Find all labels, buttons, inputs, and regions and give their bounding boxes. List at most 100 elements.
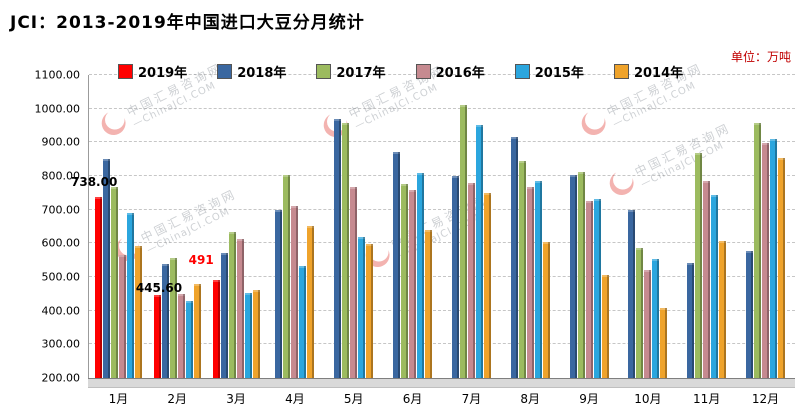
bar-group-5月 xyxy=(324,75,383,378)
bar-2019年-1月 xyxy=(94,196,102,378)
x-tick-label-7月: 7月 xyxy=(461,392,482,406)
bar-2018年-4月 xyxy=(275,209,283,378)
bar-2016年-4月 xyxy=(291,206,299,378)
chart-legend: 2019年 2018年 2017年 2016年 2015年 2014年 xyxy=(118,62,683,81)
legend-label: 2018年 xyxy=(237,66,287,81)
bar-group-7月 xyxy=(442,75,501,378)
bar-2017年-8月 xyxy=(518,160,526,378)
bar-2015年-5月 xyxy=(358,237,366,378)
watermark: 中国汇易咨询网 —ChinaJCI.COM xyxy=(576,58,711,144)
bar-2016年-11月 xyxy=(703,180,711,378)
bar-2015年-2月 xyxy=(185,301,193,378)
legend-item-2019年: 2019年 xyxy=(118,62,187,81)
x-tick-label-9月: 9月 xyxy=(579,392,599,406)
bar-2018年-11月 xyxy=(687,262,695,378)
bar-2016年-8月 xyxy=(526,186,534,378)
bar-group-6月 xyxy=(383,75,442,378)
gridline xyxy=(89,74,795,75)
bar-2016年-2月 xyxy=(177,293,185,378)
y-tick-label: 500.00 xyxy=(41,270,81,284)
bar-2017年-7月 xyxy=(459,105,467,378)
bar-group-11月 xyxy=(677,75,736,378)
bar-2016年-6月 xyxy=(409,190,417,378)
legend-item-2018年: 2018年 xyxy=(217,62,286,81)
legend-swatch-icon xyxy=(217,64,233,79)
bar-2016年-3月 xyxy=(236,239,244,378)
bar-2017年-1月 xyxy=(110,186,118,378)
bar-series-area: 738.00 445.60 491 xyxy=(71,75,795,378)
bar-2019年-2月 xyxy=(153,295,161,378)
y-tick-label: 900.00 xyxy=(41,135,81,149)
bar-group-10月 xyxy=(618,75,677,378)
bar-2017年-4月 xyxy=(283,175,291,378)
bar-2016年-7月 xyxy=(467,183,475,378)
legend-item-2017年: 2017年 xyxy=(316,62,386,81)
legend-label: 2017年 xyxy=(336,66,386,81)
bar-2017年-12月 xyxy=(754,123,762,378)
y-tick-label: 1000.00 xyxy=(34,102,81,116)
gridline xyxy=(89,309,795,311)
y-tick-label: 600.00 xyxy=(41,236,81,250)
plot-area: 738.00 445.60 491 xyxy=(71,74,795,378)
bar-2015年-12月 xyxy=(770,138,778,378)
bar-group-3月: 491 xyxy=(189,75,266,378)
bar-2014年-10月 xyxy=(660,307,668,378)
x-tick-label-5月: 5月 xyxy=(343,392,364,406)
chart-title: JCI：2013-2019年中国进口大豆分月统计 xyxy=(10,13,365,33)
bar-2014年-1月 xyxy=(134,246,142,378)
legend-label: 2019年 xyxy=(138,66,188,81)
data-label: 445.60 xyxy=(135,281,183,296)
legend-swatch-icon xyxy=(514,64,530,79)
bar-2014年-11月 xyxy=(719,240,727,378)
bar-2016年-9月 xyxy=(585,200,593,378)
bar-2017年-6月 xyxy=(401,183,409,378)
y-tick-label: 800.00 xyxy=(41,169,81,183)
bar-2018年-8月 xyxy=(510,137,518,378)
x-tick-label-3月: 3月 xyxy=(226,392,246,406)
gridline xyxy=(89,208,795,210)
x-axis: 1月 2月 3月 4月 5月 6月 7月 8月 9月 10月 11月 12月 xyxy=(89,390,795,407)
bar-group-9月 xyxy=(560,75,619,378)
bar-2014年-6月 xyxy=(425,229,433,378)
bar-2015年-10月 xyxy=(652,258,660,378)
bar-2017年-10月 xyxy=(636,248,644,378)
y-axis: 200.00 300.00 400.00 500.00 600.00 700.00 800.… xyxy=(0,69,84,385)
gridline xyxy=(89,107,795,109)
bar-2018年-2月 xyxy=(161,263,169,378)
x-tick-label-1月: 1月 xyxy=(108,392,129,406)
gridline xyxy=(89,242,795,244)
bar-2015年-4月 xyxy=(299,266,307,378)
bar-2016年-1月 xyxy=(118,254,126,378)
bar-2018年-5月 xyxy=(334,119,342,378)
x-tick-label-12月: 12月 xyxy=(751,392,780,406)
bar-2014年-8月 xyxy=(542,241,550,378)
bar-2018年-10月 xyxy=(628,210,636,378)
y-axis-line xyxy=(88,75,89,386)
x-tick-label-10月: 10月 xyxy=(634,392,662,406)
gridline xyxy=(89,141,795,143)
bar-2016年-5月 xyxy=(350,187,358,378)
bar-2016年-10月 xyxy=(644,269,652,378)
jci-crescent-logo-icon xyxy=(604,166,641,204)
bar-2017年-3月 xyxy=(228,232,236,378)
bar-group-4月 xyxy=(265,75,324,378)
bar-2014年-9月 xyxy=(601,274,609,378)
data-label: 738.00 xyxy=(71,174,118,189)
bar-2015年-1月 xyxy=(126,213,134,378)
bar-group-12月 xyxy=(736,75,795,378)
bar-2017年-11月 xyxy=(695,153,703,378)
legend-label: 2015年 xyxy=(534,66,584,81)
x-tick-label-8月: 8月 xyxy=(520,392,541,406)
x-tick-label-11月: 11月 xyxy=(693,392,721,406)
gridlines xyxy=(89,74,795,378)
data-label: 491 xyxy=(188,253,214,268)
watermark: 中国汇易咨询网 —ChinaJCI.COM xyxy=(96,58,231,144)
bar-2014年-4月 xyxy=(307,226,315,378)
unit-label: 单位：万吨 xyxy=(730,50,791,64)
bar-2015年-6月 xyxy=(417,172,425,378)
legend-item-2014年: 2014年 xyxy=(613,62,683,81)
bar-2014年-12月 xyxy=(778,158,786,378)
watermark: 中国汇易咨询网 —ChinaJCI.COM xyxy=(604,118,739,204)
legend-swatch-icon xyxy=(613,64,629,79)
bar-2018年-9月 xyxy=(569,175,577,378)
